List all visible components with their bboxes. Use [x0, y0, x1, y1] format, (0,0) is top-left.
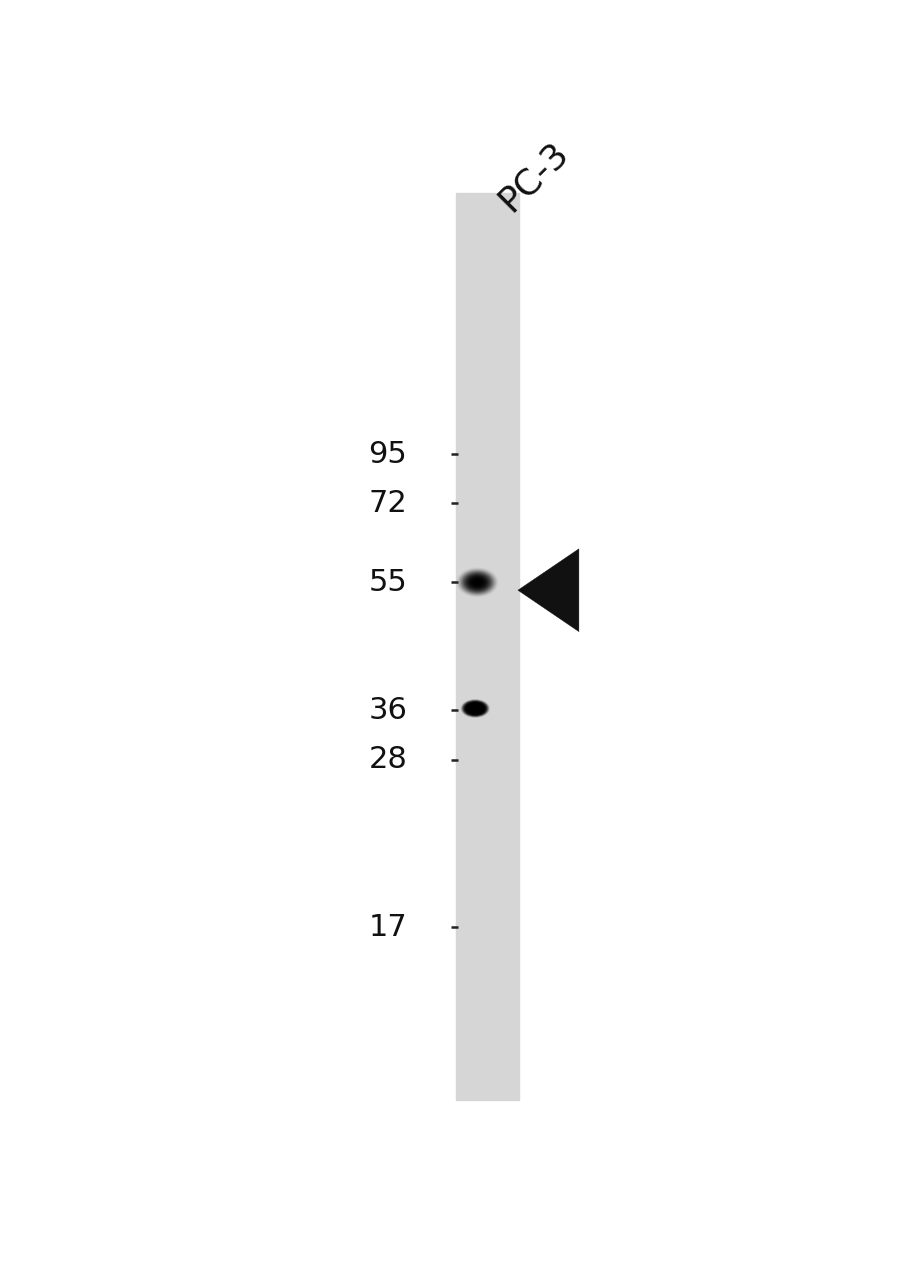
- Ellipse shape: [470, 705, 479, 712]
- Text: 95: 95: [368, 440, 406, 468]
- Ellipse shape: [464, 701, 486, 716]
- Ellipse shape: [461, 571, 492, 594]
- Ellipse shape: [472, 707, 478, 710]
- Ellipse shape: [474, 580, 479, 585]
- Ellipse shape: [470, 579, 483, 586]
- Ellipse shape: [471, 707, 479, 710]
- Ellipse shape: [461, 572, 492, 593]
- Ellipse shape: [461, 700, 489, 717]
- Ellipse shape: [473, 580, 480, 585]
- Ellipse shape: [459, 570, 495, 595]
- Text: 36: 36: [368, 696, 406, 724]
- Ellipse shape: [460, 571, 494, 594]
- Ellipse shape: [468, 576, 486, 589]
- Ellipse shape: [475, 581, 479, 584]
- Ellipse shape: [473, 708, 476, 709]
- Ellipse shape: [469, 704, 480, 713]
- Ellipse shape: [471, 707, 478, 710]
- Ellipse shape: [464, 701, 485, 716]
- Ellipse shape: [470, 705, 479, 712]
- Ellipse shape: [467, 576, 487, 589]
- Ellipse shape: [472, 579, 481, 585]
- Ellipse shape: [465, 573, 489, 591]
- Ellipse shape: [468, 704, 482, 713]
- Ellipse shape: [458, 570, 496, 595]
- Text: 72: 72: [368, 489, 406, 518]
- Text: 17: 17: [368, 913, 406, 942]
- Ellipse shape: [463, 573, 490, 591]
- Ellipse shape: [461, 571, 493, 594]
- Text: 55: 55: [368, 568, 406, 596]
- Text: PC-3: PC-3: [491, 134, 574, 218]
- Ellipse shape: [470, 577, 483, 588]
- Ellipse shape: [463, 701, 486, 716]
- Ellipse shape: [470, 705, 479, 712]
- Ellipse shape: [462, 572, 491, 593]
- Ellipse shape: [469, 705, 480, 712]
- Ellipse shape: [472, 707, 477, 710]
- Ellipse shape: [468, 704, 481, 713]
- Ellipse shape: [462, 700, 487, 717]
- Ellipse shape: [465, 703, 484, 714]
- Ellipse shape: [463, 701, 487, 716]
- Ellipse shape: [461, 700, 488, 717]
- Ellipse shape: [467, 704, 482, 713]
- Ellipse shape: [466, 703, 483, 714]
- Ellipse shape: [475, 581, 479, 584]
- Ellipse shape: [470, 577, 484, 588]
- Text: 28: 28: [368, 745, 406, 774]
- Ellipse shape: [469, 576, 485, 588]
- Ellipse shape: [474, 708, 476, 709]
- Ellipse shape: [461, 699, 489, 718]
- Ellipse shape: [461, 700, 488, 717]
- Ellipse shape: [467, 703, 483, 714]
- Ellipse shape: [464, 573, 489, 591]
- Polygon shape: [517, 549, 578, 631]
- Bar: [456, 193, 518, 1100]
- Ellipse shape: [466, 575, 488, 590]
- Ellipse shape: [471, 579, 482, 586]
- Ellipse shape: [465, 703, 484, 714]
- Ellipse shape: [466, 575, 488, 590]
